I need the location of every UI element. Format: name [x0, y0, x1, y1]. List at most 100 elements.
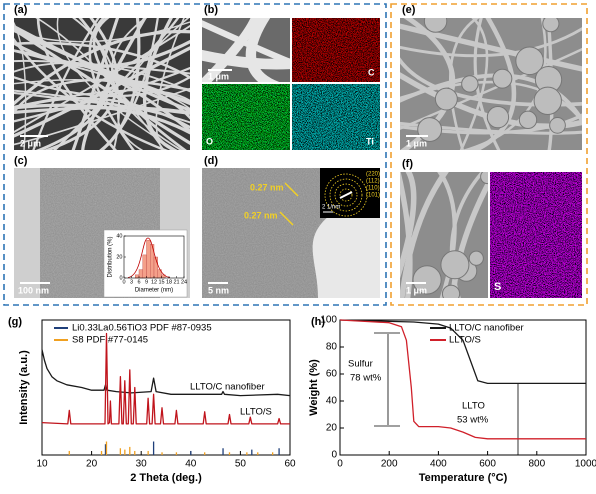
fiber: [14, 106, 190, 115]
series-line: [339, 319, 586, 440]
panel-label: (h): [311, 316, 325, 328]
x-tick-label: 400: [430, 459, 447, 470]
fiber: [14, 21, 190, 43]
annotation: 78 wt%: [350, 373, 382, 384]
panel-label: (c): [14, 155, 28, 167]
fiber: [36, 18, 118, 150]
sulfur-particle: [441, 284, 461, 298]
y-axis-label: Intensity (a.u.): [18, 350, 30, 425]
fiber: [71, 18, 120, 150]
ring-label: (110): [366, 186, 380, 192]
x-tick-label: 800: [528, 459, 545, 470]
fiber: [469, 18, 517, 150]
x-tick-label: 60: [284, 459, 296, 470]
x-tick-label: 1000: [575, 459, 596, 470]
x-tick-label: 6: [137, 279, 140, 285]
eds-map: [292, 84, 380, 150]
series-label: LLTO/C nanofiber: [190, 382, 265, 393]
x-tick-label: 200: [381, 459, 398, 470]
ring-label: (112): [366, 179, 380, 185]
scale-bar-label: 2 μm: [20, 138, 41, 148]
scale-bar-label: 100 nm: [18, 285, 49, 295]
legend-label: S8 PDF #77-0145: [72, 335, 148, 346]
fiber: [14, 75, 190, 98]
scale-bar-label: 2 1/nm: [322, 205, 340, 211]
eds-map: [490, 172, 582, 298]
x-tick-label: 9: [145, 279, 148, 285]
fiber: [14, 39, 190, 68]
sulfur-particle: [492, 68, 513, 89]
ring-labels: (220) (112) (110) (101): [366, 172, 380, 199]
sulfur-particle: [486, 105, 510, 129]
sulfur-particle: [412, 265, 442, 295]
x-tick-label: 15: [158, 279, 164, 285]
fiber: [14, 87, 190, 146]
eds-map: [202, 84, 290, 150]
sulfur-particle: [542, 18, 560, 33]
x-tick-label: 40: [185, 459, 197, 470]
series-line: [339, 319, 586, 385]
spacing-label: 0.27 nm: [250, 182, 284, 192]
sulfur-particle: [549, 117, 566, 134]
map-label: S: [494, 281, 501, 293]
vacuum-region: [312, 200, 380, 298]
legend-label: LLTO/S: [449, 335, 481, 346]
panel-label: (e): [402, 4, 416, 16]
x-axis-label: 2 Theta (deg.): [130, 472, 202, 484]
map-label: Ti: [366, 136, 374, 146]
series-label: LLTO/S: [240, 407, 272, 418]
y-tick-label: 40: [326, 396, 338, 407]
histogram-bar: [146, 239, 151, 279]
annotation-arrows: [374, 332, 519, 455]
fit-curve: [127, 237, 171, 278]
y-tick-label: 0: [331, 450, 337, 461]
x-tick-label: 18: [166, 279, 172, 285]
plot-frame: [339, 319, 587, 456]
sulfur-particle: [423, 18, 448, 33]
fiber: [400, 18, 456, 150]
sulfur-particle: [515, 46, 544, 76]
x-tick-label: 24: [181, 279, 187, 285]
panel-label: (f): [402, 158, 413, 170]
map-label: O: [206, 136, 213, 146]
ring-label: (101): [366, 193, 380, 199]
sulfur-particle: [434, 87, 458, 111]
y-tick-label: 80: [326, 342, 338, 353]
scale-bar-label: 5 nm: [208, 285, 229, 295]
panel-label: (g): [8, 316, 22, 328]
fibers: [14, 18, 190, 150]
y-tick-label: 40: [116, 233, 122, 239]
y-tick-label: 0: [119, 275, 122, 281]
x-tick-label: 30: [136, 459, 148, 470]
legend-label: Li0.33La0.56TiO3 PDF #87-0935: [72, 323, 212, 334]
y-tick-label: 20: [116, 254, 122, 260]
x-tick-label: 50: [235, 459, 247, 470]
x-axis-label: Temperature (°C): [419, 472, 508, 484]
x-tick-label: 20: [86, 459, 98, 470]
histogram-bar: [135, 274, 140, 279]
annotation: 53 wt%: [457, 415, 489, 426]
scale-bar-label: 1 μm: [406, 138, 427, 148]
y-axis-label: Distribution (%): [108, 236, 114, 277]
x-tick-label: 600: [479, 459, 496, 470]
y-tick-label: 20: [326, 423, 338, 434]
diffraction-rings: [324, 173, 368, 217]
histogram-bar: [142, 254, 147, 279]
fiber: [142, 18, 178, 150]
fiber: [14, 62, 190, 93]
panel-label: (d): [204, 155, 218, 167]
series-line: [41, 332, 290, 425]
panel-label: (b): [204, 4, 218, 16]
fiber: [155, 18, 185, 150]
fiber: [202, 18, 261, 82]
fiber: [14, 41, 190, 79]
fibers: [400, 172, 488, 298]
sulfur-particle: [518, 110, 538, 130]
fibers: [202, 18, 290, 82]
fiber: [202, 20, 290, 66]
fiber: [400, 172, 413, 298]
group-frame: [390, 3, 588, 306]
x-tick-label: 12: [151, 279, 157, 285]
lattice-mark: [279, 211, 294, 226]
ring-label: (220): [366, 172, 380, 178]
